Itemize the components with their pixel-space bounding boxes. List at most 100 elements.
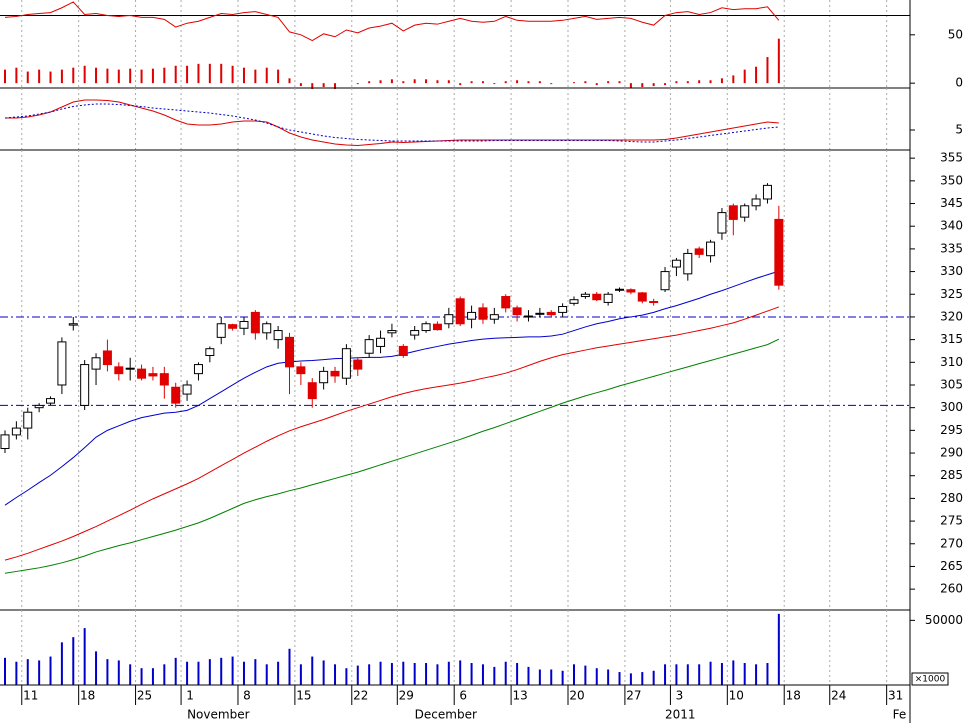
histogram-bar [481,81,484,84]
candle-body [455,298,465,325]
candle-body [558,306,568,313]
candle-body [296,366,306,375]
month-label: November [187,708,249,722]
histogram-bar [4,69,6,84]
x-tick-label: 18 [786,689,801,703]
candle-body [262,323,272,334]
candle-body [159,373,169,386]
histogram-bar [186,65,189,84]
candle-body [603,293,613,303]
x-tick-label: 25 [137,689,152,703]
candle-body [478,307,488,320]
candle-body [228,324,238,329]
candle-body [467,311,477,320]
month-label: Fe [893,708,907,722]
histogram-bar [413,79,416,84]
histogram-bar [504,81,507,84]
candle-body [626,289,636,293]
y-tick-label: 325 [940,287,963,301]
y-tick-label: 335 [940,241,963,255]
histogram-bar [106,68,109,84]
histogram-bar [129,68,132,84]
x-tick-label: 3 [676,689,684,703]
x-tick-label: 22 [353,689,368,703]
y-tick-label: 275 [940,514,963,528]
candle-body [193,364,203,375]
histogram-bar [72,67,75,84]
histogram-bar [174,65,177,84]
y-tick-label: 280 [940,491,963,505]
histogram-bar [516,80,519,84]
histogram-bar [140,69,143,84]
histogram-bar [629,83,632,88]
candle-body [319,370,329,384]
histogram-bar [334,83,337,89]
y-tick-label: 290 [940,446,963,460]
y-tick-label: 50000 [925,613,963,627]
x-tick-label: 29 [399,689,414,703]
y-tick-label: 295 [940,423,963,437]
candle-body [546,311,556,316]
candle-body [250,311,260,334]
histogram-bar [607,81,610,84]
x-tick-label: 18 [80,689,95,703]
candle-body [432,323,442,331]
histogram-bar [777,38,780,84]
x-tick-label: 6 [459,689,467,703]
candle-body [376,337,386,347]
candle-body [285,336,294,368]
x-tick-label: 11 [23,689,38,703]
candle-body [182,384,192,395]
histogram-bar [573,82,575,84]
histogram-bar [38,69,41,84]
indicator-line [4,1,780,42]
histogram-bar [231,65,234,84]
x-tick-label: 1 [186,689,194,703]
y-tick-label: 50 [948,27,963,41]
x-tick-label: 24 [831,689,846,703]
candle-body [489,314,499,320]
histogram-bar [49,71,52,84]
histogram-bar [595,83,598,86]
x-tick-label: 20 [569,689,584,703]
candle-body [592,293,602,301]
month-label: December [415,708,477,722]
candle-body [330,370,340,377]
histogram-bar [368,81,371,84]
histogram-bar [755,66,758,84]
y-tick-label: 300 [940,400,963,414]
candle-body [523,315,533,318]
histogram-bar [743,69,746,84]
histogram-bar [299,83,302,87]
candle-body [660,271,670,291]
candle-body [387,330,397,334]
candle-body [125,367,135,370]
candle-body [535,312,545,315]
candle-body [694,248,704,255]
indicator-line [4,270,779,506]
indicator-line [4,306,780,561]
y-tick-label: 260 [940,582,963,596]
x-tick-label: 8 [243,689,251,703]
histogram-bar [538,81,541,84]
month-label: 2011 [665,708,696,722]
histogram-bar [584,81,587,84]
candle-body [637,292,647,302]
histogram-bar [436,80,439,84]
histogram-bar [356,83,359,85]
candle-body [740,205,750,218]
candle-body [364,339,374,354]
candle-body [239,320,249,329]
histogram-bar [470,81,473,84]
histogram-bar [379,80,382,84]
candle-body [91,357,101,370]
x-tick-label: 13 [512,689,527,703]
candle-body [23,411,33,429]
y-tick-label: 305 [940,377,963,391]
histogram-bar [322,83,325,88]
candle-body [671,259,681,268]
y-tick-label: 0 [955,76,963,90]
histogram-bar [641,83,644,88]
histogram-bar [618,81,621,84]
